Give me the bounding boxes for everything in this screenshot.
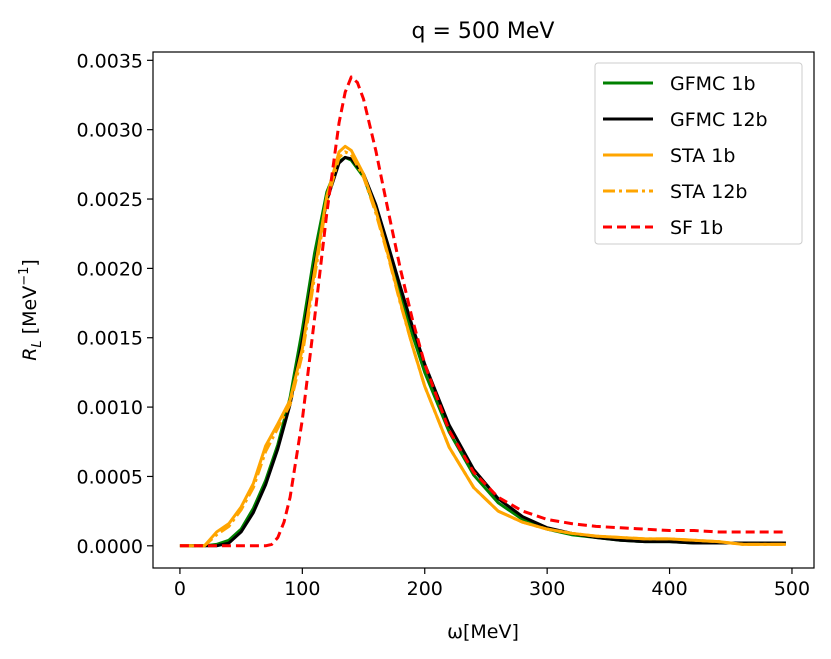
y-tick-label: 0.0035 — [77, 50, 143, 72]
legend-box — [594, 62, 803, 245]
series-line-sta-12b — [179, 150, 786, 548]
y-tick-label: 0.0015 — [77, 328, 143, 350]
y-axis-label-exp: −1 — [17, 267, 32, 286]
series-line-gfmc-12b — [179, 155, 786, 548]
legend-label: STA 1b — [670, 145, 735, 167]
y-axis-label: RL [MeV−1] — [17, 259, 45, 361]
legend-label: SF 1b — [670, 217, 723, 239]
y-axis-label-close: ] — [19, 259, 41, 266]
y-tick-label: 0.0005 — [77, 466, 143, 488]
y-tick-label: 0.0010 — [77, 397, 143, 419]
y-axis-label-unit: [MeV — [19, 286, 41, 341]
x-tick-label: 300 — [529, 578, 565, 600]
series-lines — [179, 75, 786, 548]
chart-title: q = 500 MeV — [412, 19, 555, 44]
legend-label: STA 12b — [670, 181, 747, 203]
plot-frame — [152, 51, 815, 569]
x-axis-label: ω[MeV] — [447, 621, 519, 643]
series-line-sf-1b — [179, 75, 786, 548]
y-ticks: 0.0000 0.0005 0.0010 0.0015 0.0020 0.0025 0.00… — [77, 50, 153, 558]
y-axis-label-sub: L — [30, 340, 45, 347]
y-tick-label: 0.0000 — [77, 536, 143, 558]
x-ticks: 0 100 200 300 400 500 — [174, 568, 810, 600]
x-tick-label: 500 — [774, 578, 810, 600]
legend: GFMC 1b GFMC 12b STA 1b STA 12b SF 1b — [594, 62, 803, 245]
x-tick-label: 0 — [174, 578, 186, 600]
x-tick-label: 100 — [284, 578, 320, 600]
y-tick-label: 0.0020 — [77, 258, 143, 280]
x-tick-label: 400 — [651, 578, 687, 600]
y-tick-label: 0.0030 — [77, 120, 143, 142]
y-tick-label: 0.0025 — [77, 189, 143, 211]
legend-label: GFMC 1b — [670, 73, 756, 95]
x-tick-label: 200 — [407, 578, 443, 600]
legend-label: GFMC 12b — [670, 109, 768, 131]
y-axis-label-main: R — [19, 348, 41, 361]
